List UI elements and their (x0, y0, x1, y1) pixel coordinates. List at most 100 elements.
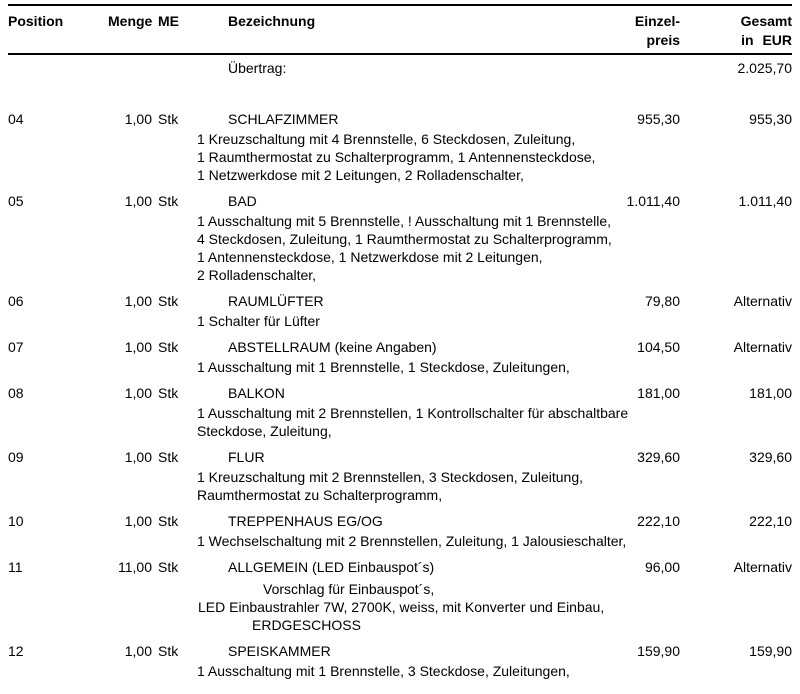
description-line: Vorschlag für Einbauspot´s, (263, 581, 435, 597)
description-line: 1 Antennensteckdose, 1 Netzwerkdose mit … (197, 249, 543, 265)
column-header-gesamt-line2: in EUR (741, 32, 792, 48)
position-cell: 05 (8, 193, 24, 209)
quantity-cell: 1,00 (124, 193, 152, 209)
unit-cell: Stk (158, 193, 179, 209)
quantity-cell: 1,00 (124, 513, 152, 529)
title-cell: RAUMLÜFTER (228, 293, 324, 309)
description-line: Steckdose, Zuleitung, (197, 423, 332, 439)
total-cell: 1.011,40 (738, 193, 792, 209)
quantity-cell: 11,00 (118, 559, 152, 575)
title-cell: BAD (228, 193, 257, 209)
item-head: 11 11,00 Stk ALLGEMEIN (LED Einbauspot´s… (8, 558, 792, 576)
item-row: 08 1,00 Stk BALKON 181,00 181,00 1 Aussc… (8, 384, 792, 440)
quantity-cell: 1,00 (124, 643, 152, 659)
description-line: LED Einbaustrahler 7W, 2700K, weiss, mit… (198, 599, 605, 615)
column-header-bezeichnung: Bezeichnung (228, 13, 316, 29)
position-cell: 12 (8, 643, 24, 659)
quantity-cell: 1,00 (124, 293, 152, 309)
title-cell: TREPPENHAUS EG/OG (228, 513, 383, 529)
description-line: 1 Wechselschaltung mit 2 Brennstellen, Z… (197, 533, 627, 549)
total-cell: Alternativ (733, 293, 792, 309)
carryover-total: 2.025,70 (737, 60, 793, 76)
unit-price-cell: 181,00 (637, 385, 680, 401)
description-line: 1 Netzwerkdose mit 2 Leitungen, 2 Rollad… (197, 167, 524, 183)
total-cell: 955,30 (749, 111, 792, 127)
description-line: ERDGESCHOSS (252, 617, 361, 633)
unit-price-cell: 1.011,40 (626, 193, 680, 209)
position-cell: 06 (8, 293, 24, 309)
title-cell: ABSTELLRAUM (keine Angaben) (228, 339, 437, 355)
total-cell: 329,60 (749, 449, 792, 465)
item-head: 09 1,00 Stk FLUR 329,60 329,60 (8, 448, 792, 466)
item-head: 06 1,00 Stk RAUMLÜFTER 79,80 Alternativ (8, 292, 792, 310)
item-row: 09 1,00 Stk FLUR 329,60 329,60 1 Kreuzsc… (8, 448, 792, 504)
column-header-gesamt: Gesamt in EUR (680, 12, 792, 50)
unit-cell: Stk (158, 559, 179, 575)
column-header-einzelpreis-line2: preis (646, 32, 680, 48)
unit-cell: Stk (158, 643, 179, 659)
unit-cell: Stk (158, 339, 179, 355)
description-line: 1 Kreuzschaltung mit 2 Brennstellen, 3 S… (197, 469, 583, 485)
total-cell: 181,00 (749, 385, 792, 401)
unit-cell: Stk (158, 449, 179, 465)
column-header-gesamt-line1: Gesamt (740, 13, 792, 29)
position-cell: 08 (8, 385, 24, 401)
item-row: 05 1,00 Stk BAD 1.011,40 1.011,40 1 Auss… (8, 192, 792, 284)
position-cell: 09 (8, 449, 24, 465)
title-cell: ALLGEMEIN (LED Einbauspot´s) (228, 559, 435, 575)
total-cell: 222,10 (749, 513, 792, 529)
item-head: 12 1,00 Stk SPEISKAMMER 159,90 159,90 (8, 642, 792, 660)
position-cell: 04 (8, 111, 24, 127)
quantity-cell: 1,00 (124, 385, 152, 401)
description-line: 4 Steckdosen, Zuleitung, 1 Raumthermosta… (197, 231, 612, 247)
column-header-einzelpreis-line1: Einzel- (634, 13, 680, 29)
description-line: 1 Ausschaltung mit 5 Brennstelle, ! Auss… (197, 213, 612, 229)
top-rule (8, 4, 792, 6)
item-head: 10 1,00 Stk TREPPENHAUS EG/OG 222,10 222… (8, 512, 792, 530)
title-cell: SCHLAFZIMMER (228, 111, 339, 127)
unit-price-cell: 329,60 (637, 449, 680, 465)
carryover-row: Übertrag: 2.025,70 (8, 59, 792, 77)
description-line: 1 Kreuzschaltung mit 4 Brennstelle, 6 St… (197, 131, 576, 147)
item-row: 07 1,00 Stk ABSTELLRAUM (keine Angaben) … (8, 338, 792, 376)
unit-cell: Stk (158, 513, 179, 529)
item-row: 04 1,00 Stk SCHLAFZIMMER 955,30 955,30 1… (8, 110, 792, 184)
title-cell: SPEISKAMMER (228, 643, 331, 659)
header-bottom-rule (8, 53, 792, 55)
total-cell: 159,90 (749, 643, 792, 659)
item-head: 08 1,00 Stk BALKON 181,00 181,00 (8, 384, 792, 402)
unit-price-cell: 79,80 (644, 293, 680, 309)
item-row: 10 1,00 Stk TREPPENHAUS EG/OG 222,10 222… (8, 512, 792, 550)
description-line: 1 Ausschaltung mit 1 Brennstelle, 1 Stec… (197, 359, 570, 375)
title-cell: BALKON (228, 385, 285, 401)
quantity-cell: 1,00 (124, 449, 152, 465)
unit-price-cell: 159,90 (637, 643, 680, 659)
table-header: Position Menge ME Bezeichnung Einzel- pr… (8, 12, 792, 50)
description-line: 2 Rolladenschalter, (197, 267, 317, 283)
unit-price-cell: 955,30 (637, 111, 680, 127)
total-cell: Alternativ (733, 339, 792, 355)
unit-cell: Stk (158, 111, 179, 127)
item-row: 12 1,00 Stk SPEISKAMMER 159,90 159,90 1 … (8, 642, 792, 680)
item-head: 04 1,00 Stk SCHLAFZIMMER 955,30 955,30 (8, 110, 792, 128)
unit-cell: Stk (158, 385, 179, 401)
quantity-cell: 1,00 (124, 111, 152, 127)
item-head: 07 1,00 Stk ABSTELLRAUM (keine Angaben) … (8, 338, 792, 356)
unit-cell: Stk (158, 293, 179, 309)
description-line: 1 Ausschaltung mit 1 Brennstelle, 3 Stec… (197, 663, 570, 679)
item-row: 06 1,00 Stk RAUMLÜFTER 79,80 Alternativ … (8, 292, 792, 330)
position-cell: 07 (8, 339, 24, 355)
description-line: Raumthermostat zu Schalterprogramm, (197, 487, 443, 503)
carryover-label: Übertrag: (228, 60, 287, 76)
item-row: 11 11,00 Stk ALLGEMEIN (LED Einbauspot´s… (8, 558, 792, 634)
column-header-position: Position (8, 13, 64, 29)
position-cell: 10 (8, 513, 24, 529)
unit-price-cell: 96,00 (644, 559, 680, 575)
description-line: 1 Ausschaltung mit 2 Brennstellen, 1 Kon… (197, 405, 629, 421)
quantity-cell: 1,00 (124, 339, 152, 355)
description-line: 1 Raumthermostat zu Schalterprogramm, 1 … (197, 149, 596, 165)
column-header-einzelpreis: Einzel- preis (572, 12, 680, 50)
unit-price-cell: 104,50 (637, 339, 680, 355)
column-header-menge: Menge (108, 13, 153, 29)
